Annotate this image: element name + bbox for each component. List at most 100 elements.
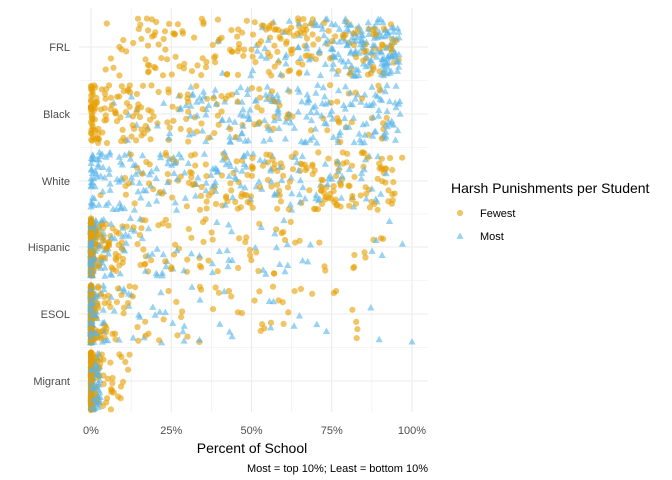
fewest-point [337, 138, 344, 145]
fewest-point [87, 376, 95, 383]
fewest-point [243, 234, 250, 241]
fewest-point [332, 33, 339, 40]
fewest-point [99, 403, 106, 410]
most-point [107, 220, 115, 227]
fewest-point [274, 48, 281, 55]
fewest-point [108, 264, 115, 271]
fewest-point [131, 125, 138, 132]
fewest-point [203, 173, 210, 180]
fewest-point [126, 283, 133, 290]
most-point [212, 100, 220, 107]
fewest-point [300, 26, 307, 33]
most-point [382, 44, 390, 51]
most-point [129, 334, 137, 341]
fewest-point [214, 16, 221, 23]
fewest-point [284, 184, 292, 191]
most-point [200, 150, 208, 157]
fewest-point [378, 155, 385, 162]
most-point [355, 49, 363, 56]
most-point [398, 240, 406, 247]
most-point [170, 169, 178, 176]
fewest-point [188, 234, 195, 241]
fewest-point [129, 113, 137, 120]
most-point [87, 319, 95, 327]
fewest-point [339, 149, 346, 156]
most-point [356, 136, 364, 143]
most-point [149, 303, 157, 310]
fewest-point [117, 114, 124, 121]
fewest-point [352, 89, 359, 96]
most-point [296, 54, 304, 61]
fewest-point [162, 149, 169, 157]
most-point [358, 31, 366, 39]
most-point [357, 174, 365, 182]
most-point [321, 60, 329, 67]
most-point [256, 156, 264, 163]
most-point [237, 181, 245, 189]
most-point [188, 91, 196, 99]
most-point [153, 164, 161, 172]
fewest-point [198, 72, 205, 79]
most-point [87, 311, 95, 319]
fewest-point [270, 125, 277, 132]
most-point [153, 245, 161, 252]
most-point [391, 136, 400, 143]
most-point [312, 191, 320, 198]
most-point [153, 122, 161, 129]
most-point [350, 138, 358, 146]
fewest-point [110, 64, 117, 71]
most-point [303, 41, 311, 48]
most-point [216, 320, 224, 327]
most-point [130, 161, 138, 168]
most-point [87, 237, 95, 245]
fewest-point [118, 138, 125, 145]
most-point [105, 165, 113, 172]
most-point [87, 271, 95, 278]
most-point [175, 150, 183, 157]
fewest-point [280, 172, 287, 179]
most-point [164, 178, 172, 186]
most-point [148, 250, 156, 257]
fewest-point [119, 126, 126, 133]
fewest-point [228, 187, 235, 194]
most-point [193, 112, 201, 119]
fewest-point [371, 200, 378, 208]
fewest-point [251, 19, 258, 26]
most-point [195, 336, 204, 343]
fewest-point [191, 181, 198, 188]
fewest-point [101, 117, 108, 124]
most-point [327, 44, 335, 52]
most-point [156, 150, 164, 158]
fewest-point [340, 34, 347, 41]
fewest-point [103, 245, 110, 252]
legend-label: Fewest [480, 208, 515, 220]
most-point [87, 174, 95, 182]
fewest-point [87, 217, 95, 224]
fewest-point [244, 171, 251, 179]
fewest-point [327, 190, 334, 198]
most-point [87, 203, 95, 210]
fewest-point [227, 125, 234, 133]
most-point [373, 53, 381, 60]
most-point [304, 257, 312, 265]
most-point [202, 137, 210, 145]
fewest-point [200, 21, 207, 28]
most-point [383, 81, 391, 89]
fewest-point [103, 20, 110, 27]
most-point [335, 25, 343, 32]
fewest-point [296, 237, 303, 244]
fewest-point [164, 56, 171, 63]
fewest-point [256, 86, 263, 93]
most-point [99, 187, 107, 195]
fewest-point [107, 94, 114, 101]
most-point [392, 103, 400, 111]
fewest-point [177, 92, 184, 99]
fewest-point [134, 241, 141, 248]
fewest-point [321, 19, 328, 27]
fewest-point [102, 66, 109, 73]
most-point [318, 25, 327, 32]
fewest-point [148, 82, 155, 89]
most-point [211, 181, 219, 188]
most-point [368, 185, 376, 192]
fewest-point [271, 42, 278, 49]
